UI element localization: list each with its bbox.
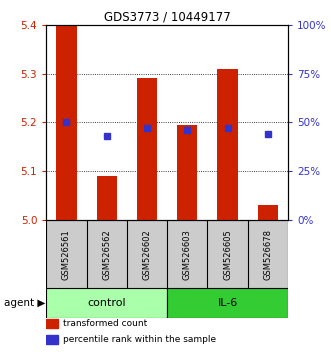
Bar	[137, 79, 157, 220]
Bar	[97, 176, 117, 220]
Text: percentile rank within the sample: percentile rank within the sample	[63, 335, 216, 344]
Bar	[46, 335, 59, 344]
Text: GSM526678: GSM526678	[263, 229, 272, 280]
Title: GDS3773 / 10449177: GDS3773 / 10449177	[104, 11, 230, 24]
Bar	[56, 25, 76, 220]
Bar	[46, 319, 59, 328]
Text: GSM526605: GSM526605	[223, 229, 232, 280]
Bar	[167, 289, 288, 318]
Text: transformed count: transformed count	[63, 319, 148, 328]
Text: GSM526561: GSM526561	[62, 229, 71, 280]
Bar	[177, 125, 197, 220]
Text: GSM526562: GSM526562	[102, 229, 111, 280]
Text: agent ▶: agent ▶	[4, 298, 46, 308]
Text: IL-6: IL-6	[217, 298, 238, 308]
Text: GSM526603: GSM526603	[183, 229, 192, 280]
Bar	[258, 205, 278, 220]
Bar	[46, 289, 167, 318]
Bar	[217, 69, 238, 220]
Text: control: control	[87, 298, 126, 308]
Text: GSM526602: GSM526602	[143, 229, 152, 280]
